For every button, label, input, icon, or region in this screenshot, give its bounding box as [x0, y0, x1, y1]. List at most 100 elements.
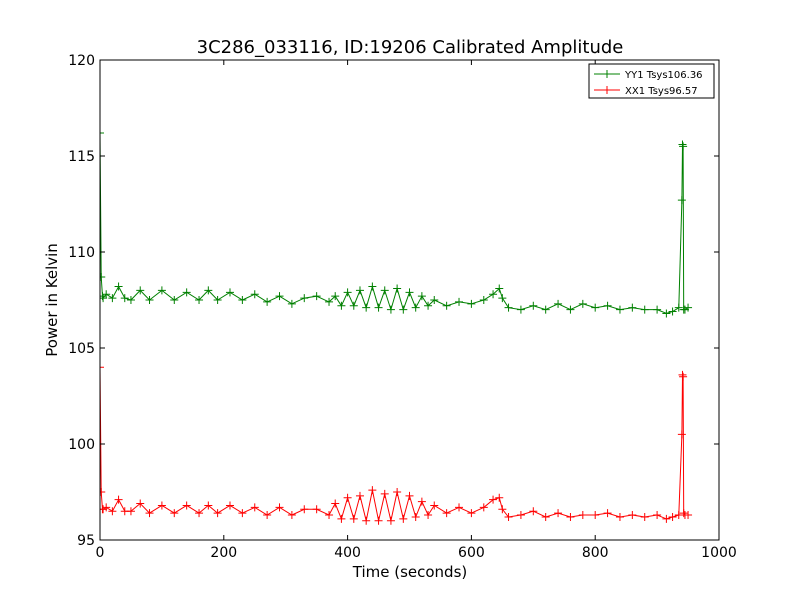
data-point — [417, 497, 426, 506]
data-point — [312, 505, 321, 514]
data-point — [679, 372, 688, 381]
data-point — [653, 511, 662, 520]
data-point — [455, 297, 464, 306]
data-point — [225, 288, 234, 297]
data-point — [411, 303, 420, 312]
data-point — [541, 305, 550, 314]
plot-frame — [99, 59, 720, 541]
x-axis-label: Time (seconds) — [352, 563, 468, 581]
data-point — [591, 511, 600, 520]
data-point — [405, 288, 414, 297]
data-point — [430, 296, 439, 304]
y-tick-label: 120 — [68, 53, 95, 69]
data-point — [114, 282, 123, 291]
data-point — [250, 290, 259, 299]
data-point — [275, 292, 284, 301]
data-point — [195, 296, 204, 304]
data-point — [343, 288, 352, 297]
data-point — [442, 509, 451, 518]
data-point — [684, 303, 693, 312]
data-point — [343, 493, 352, 502]
series-0 — [100, 128, 693, 318]
data-point — [386, 305, 395, 314]
data-point — [145, 509, 154, 518]
data-point — [312, 292, 321, 301]
data-point — [678, 140, 687, 149]
y-axis-label: Power in Kelvin — [43, 243, 61, 357]
x-tick-label: 600 — [458, 545, 485, 561]
x-tick-label: 400 — [334, 545, 361, 561]
data-point — [120, 294, 129, 303]
data-point — [529, 301, 538, 310]
data-point — [287, 511, 296, 520]
data-point — [489, 495, 498, 504]
data-point — [355, 491, 364, 500]
data-point — [489, 290, 498, 299]
y-tick-label: 95 — [77, 533, 95, 549]
data-point — [679, 509, 688, 518]
data-point — [102, 503, 111, 512]
data-point — [430, 501, 439, 510]
data-point — [250, 503, 259, 512]
data-point — [541, 512, 550, 521]
data-point — [566, 512, 575, 521]
legend-item: XX1 Tsys96.57 — [594, 86, 698, 97]
data-point — [653, 305, 662, 314]
series-1 — [100, 363, 693, 525]
data-point — [529, 507, 538, 516]
series-line — [100, 132, 689, 314]
legend-label: XX1 Tsys96.57 — [625, 86, 698, 97]
data-point — [405, 491, 414, 500]
data-point — [668, 512, 677, 521]
data-point — [225, 501, 234, 510]
data-point — [136, 499, 145, 508]
data-point — [615, 305, 624, 314]
data-point — [504, 303, 513, 312]
data-point — [684, 511, 693, 520]
data-point — [554, 299, 563, 308]
chart-title: 3C286_033116, ID:19206 Calibrated Amplit… — [197, 37, 624, 58]
data-point — [126, 296, 135, 304]
legend-marker — [603, 70, 611, 78]
data-point — [325, 297, 334, 306]
data-point — [182, 501, 191, 510]
x-tick-label: 200 — [210, 545, 237, 561]
data-point — [368, 486, 377, 495]
data-point — [100, 272, 106, 281]
y-tick-label: 110 — [68, 245, 95, 261]
data-point — [424, 511, 433, 520]
data-point — [238, 296, 247, 304]
x-tick-label: 800 — [582, 545, 609, 561]
data-point — [386, 516, 395, 525]
data-point — [628, 511, 637, 520]
data-point — [674, 303, 683, 312]
data-point — [393, 284, 402, 293]
data-point — [662, 514, 671, 523]
data-point — [355, 286, 364, 295]
data-point — [170, 509, 179, 518]
legend-label: YY1 Tsys106.36 — [624, 70, 703, 81]
data-point — [424, 301, 433, 310]
data-point — [467, 299, 476, 308]
data-point — [603, 301, 612, 310]
data-point — [136, 286, 145, 295]
data-point — [100, 128, 104, 137]
data-point — [263, 511, 272, 520]
data-point — [417, 292, 426, 301]
data-point — [108, 507, 117, 516]
data-point — [578, 511, 587, 520]
data-point — [238, 509, 247, 518]
data-point — [603, 509, 612, 518]
legend: YY1 Tsys106.36 XX1 Tsys96.57 — [588, 63, 715, 99]
data-point — [380, 489, 389, 498]
data-point — [349, 301, 358, 310]
data-point — [591, 303, 600, 312]
data-point — [108, 294, 117, 303]
data-point — [213, 296, 222, 304]
data-point — [263, 297, 272, 306]
data-point — [362, 303, 371, 312]
data-point — [578, 299, 587, 308]
data-point — [204, 501, 213, 510]
data-point — [516, 511, 525, 520]
